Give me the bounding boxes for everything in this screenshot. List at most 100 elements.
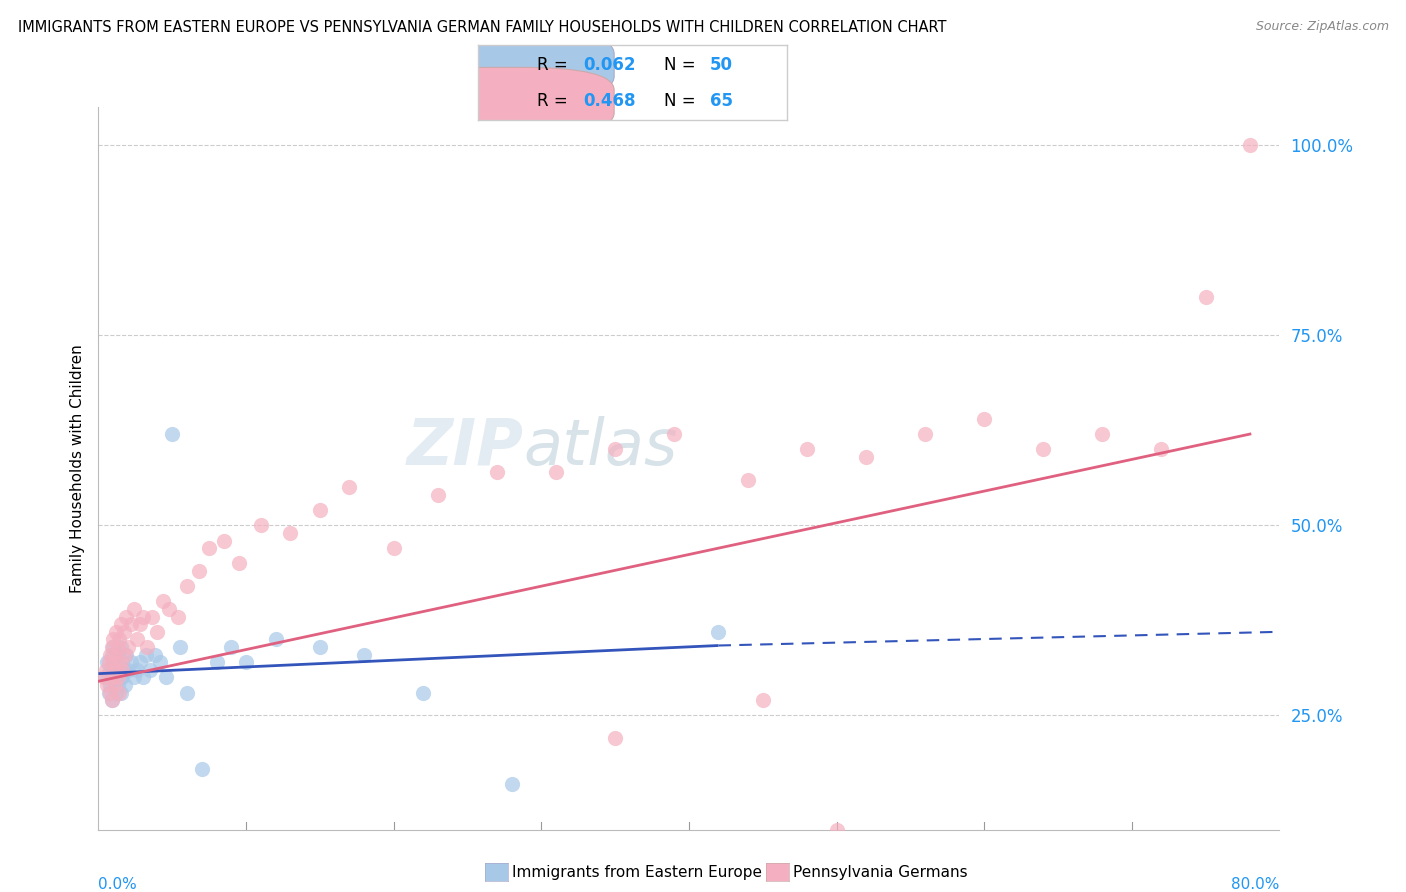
Text: Pennsylvania Germans: Pennsylvania Germans bbox=[793, 865, 967, 880]
Point bbox=[103, 670, 125, 684]
Point bbox=[1150, 442, 1173, 457]
Point bbox=[250, 518, 273, 533]
Point bbox=[96, 678, 118, 692]
Point bbox=[111, 663, 134, 677]
Point bbox=[107, 678, 129, 692]
Text: R =: R = bbox=[537, 92, 572, 110]
Point bbox=[501, 777, 523, 791]
Point bbox=[98, 686, 121, 700]
Point bbox=[486, 465, 509, 479]
Point bbox=[122, 670, 145, 684]
Text: Source: ZipAtlas.com: Source: ZipAtlas.com bbox=[1256, 20, 1389, 33]
Point bbox=[664, 427, 686, 442]
Point bbox=[94, 670, 117, 684]
Point bbox=[125, 663, 148, 677]
Point bbox=[155, 670, 177, 684]
Point bbox=[707, 624, 730, 639]
Point bbox=[93, 670, 115, 684]
Text: R =: R = bbox=[537, 56, 572, 74]
Point bbox=[146, 624, 169, 639]
Point bbox=[120, 617, 142, 632]
Point bbox=[117, 663, 139, 677]
Point bbox=[104, 678, 127, 692]
Point bbox=[100, 693, 122, 707]
Text: N =: N = bbox=[664, 56, 700, 74]
Point bbox=[111, 655, 134, 669]
Text: Immigrants from Eastern Europe: Immigrants from Eastern Europe bbox=[512, 865, 762, 880]
Point bbox=[427, 488, 450, 502]
Point bbox=[112, 663, 135, 677]
Point bbox=[382, 541, 405, 556]
Point bbox=[108, 663, 131, 677]
Point bbox=[108, 632, 131, 647]
Point bbox=[1032, 442, 1054, 457]
Text: IMMIGRANTS FROM EASTERN EUROPE VS PENNSYLVANIA GERMAN FAMILY HOUSEHOLDS WITH CHI: IMMIGRANTS FROM EASTERN EUROPE VS PENNSY… bbox=[18, 20, 946, 35]
Point bbox=[114, 648, 136, 662]
Point bbox=[97, 655, 120, 669]
Point bbox=[103, 632, 125, 647]
Text: ZIP: ZIP bbox=[406, 416, 523, 477]
Point bbox=[914, 427, 936, 442]
Point bbox=[107, 640, 129, 654]
Point bbox=[105, 670, 128, 684]
Point bbox=[132, 609, 155, 624]
Text: 80.0%: 80.0% bbox=[1232, 877, 1279, 891]
Point bbox=[110, 655, 132, 669]
Point bbox=[111, 670, 134, 684]
Point bbox=[143, 648, 166, 662]
Point bbox=[110, 640, 132, 654]
Point bbox=[103, 655, 125, 669]
Point bbox=[115, 648, 138, 662]
Point bbox=[128, 617, 150, 632]
Point bbox=[546, 465, 568, 479]
Point bbox=[191, 762, 214, 776]
Point bbox=[176, 686, 198, 700]
Point bbox=[112, 624, 135, 639]
Point bbox=[100, 640, 122, 654]
Point bbox=[309, 503, 332, 517]
Point bbox=[94, 663, 117, 677]
Point bbox=[157, 602, 180, 616]
Point bbox=[212, 533, 235, 548]
Text: 65: 65 bbox=[710, 92, 733, 110]
Point bbox=[1195, 290, 1218, 304]
Point bbox=[104, 678, 127, 692]
Point bbox=[228, 557, 250, 571]
Point bbox=[353, 648, 375, 662]
Point bbox=[104, 663, 127, 677]
Point bbox=[97, 686, 120, 700]
Point bbox=[100, 648, 122, 662]
Point bbox=[752, 693, 775, 707]
Point bbox=[167, 609, 190, 624]
Point bbox=[796, 442, 818, 457]
Point bbox=[1091, 427, 1114, 442]
Point bbox=[221, 640, 243, 654]
Point bbox=[162, 427, 183, 442]
Point bbox=[132, 670, 155, 684]
Point bbox=[1239, 138, 1261, 153]
Point bbox=[139, 663, 162, 677]
Point bbox=[107, 670, 129, 684]
Point bbox=[855, 450, 877, 464]
Text: 0.062: 0.062 bbox=[583, 56, 636, 74]
Point bbox=[103, 655, 125, 669]
Point bbox=[309, 640, 332, 654]
Point bbox=[105, 663, 128, 677]
Point bbox=[105, 624, 128, 639]
Point bbox=[120, 655, 142, 669]
Point bbox=[103, 640, 125, 654]
Point bbox=[605, 731, 627, 746]
Point bbox=[187, 564, 209, 578]
Point bbox=[737, 473, 759, 487]
Point bbox=[98, 678, 121, 692]
Point bbox=[110, 686, 132, 700]
Point bbox=[339, 480, 361, 494]
Point bbox=[104, 648, 127, 662]
Point bbox=[98, 663, 121, 677]
Point bbox=[114, 678, 136, 692]
Point bbox=[176, 579, 198, 593]
Point bbox=[108, 686, 131, 700]
Text: 0.468: 0.468 bbox=[583, 92, 636, 110]
Point bbox=[235, 655, 257, 669]
Point bbox=[117, 640, 139, 654]
